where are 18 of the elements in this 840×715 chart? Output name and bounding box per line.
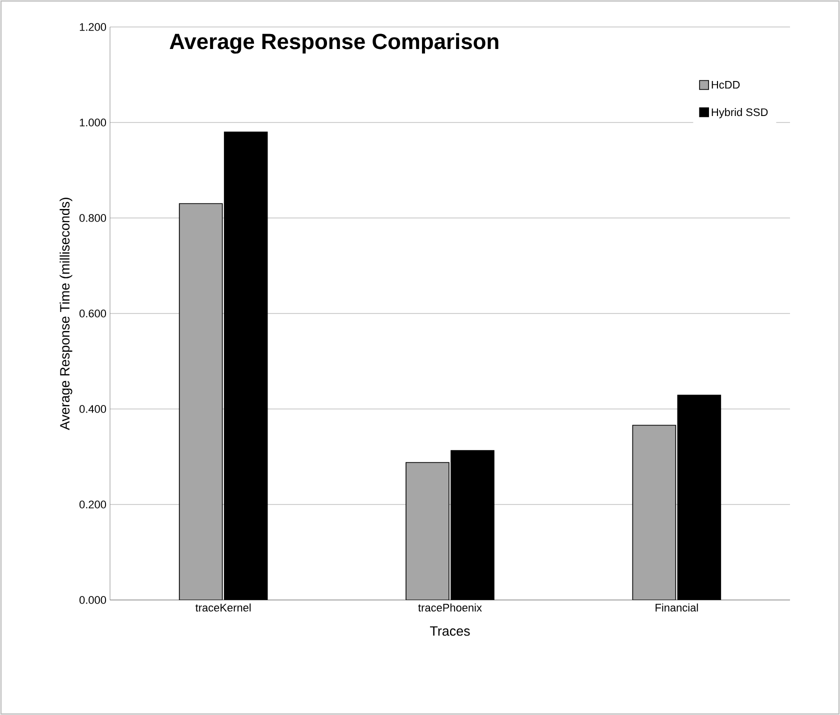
- y-tick-label: 1.200: [80, 23, 106, 31]
- x-tick-label: tracePhoenix: [418, 604, 482, 612]
- y-tick-label: 0.600: [79, 310, 106, 318]
- bar: [178, 203, 223, 600]
- bar: [632, 424, 676, 600]
- y-tick-label: 0.000: [79, 596, 106, 604]
- y-tick-label: 0.400: [79, 405, 106, 413]
- y-tick-label: 0.200: [79, 500, 106, 508]
- chart-title: Average Response Comparison: [170, 33, 498, 54]
- x-tick-label: traceKernel: [195, 604, 251, 612]
- y-axis-title: Average Response Time (milliseconds): [60, 198, 72, 430]
- legend-label: HcDD: [712, 81, 740, 89]
- bar: [406, 462, 450, 600]
- x-axis-title: Traces: [430, 626, 470, 636]
- x-tick-label: Financial: [656, 604, 698, 612]
- y-tick-label: 1.000: [80, 118, 106, 126]
- y-tick-label: 0.800: [79, 214, 106, 222]
- legend-label: Hybrid SSD: [712, 108, 768, 118]
